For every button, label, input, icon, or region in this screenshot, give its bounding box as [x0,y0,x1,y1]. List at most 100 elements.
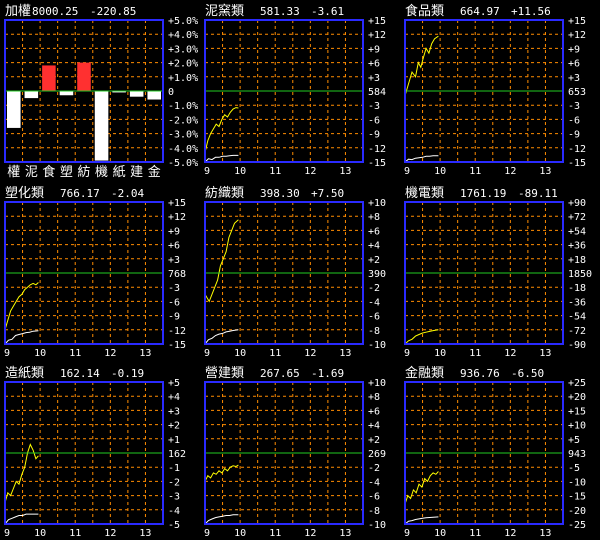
panel-title: 金融類 [405,365,444,381]
y-tick-label: -9 [568,130,580,141]
x-tick-label: 13 [139,528,151,539]
sector-panel: 塑化類 766.17 -2.04 9 10 11 12 13 +15 +12 +9 +6 +3 768 -3… [4,186,186,359]
y-tick-label: +36 [568,241,586,252]
y-tick-label: -4 [168,506,180,517]
y-tick-label: 943 [568,449,586,460]
x-tick-label: 11 [69,348,81,359]
y-tick-label: -90 [568,340,586,351]
y-tick-label: -4.0% [168,144,198,155]
y-tick-label: -10 [568,477,586,488]
panel-change: -220.85 [90,5,136,18]
x-tick-label: 13 [539,348,551,359]
sector-panel: 營建類 267.65 -1.69 9 10 11 12 13 +10 +8 +6 +4 +2 269 -2 -… [204,366,386,539]
category-label: 紙 [113,165,126,180]
volume-line [204,154,239,163]
volume-line [404,155,439,163]
y-tick-label: +25 [568,378,586,389]
y-tick-label: +54 [568,226,586,237]
x-tick-label: 11 [269,348,281,359]
panel-change: -89.11 [518,187,558,200]
y-tick-label: 390 [368,269,386,280]
panel-frame [4,381,164,525]
x-tick-label: 11 [69,528,81,539]
x-tick-label: 11 [469,348,481,359]
x-tick-label: 9 [204,528,210,539]
y-tick-label: +5.0% [168,16,198,27]
y-tick-label: -3 [568,101,580,112]
price-line [404,329,439,345]
category-label: 塑 [60,165,73,180]
y-tick-label: +2.0% [168,59,198,70]
y-tick-label: -8 [368,506,380,517]
panel-frame [4,201,164,345]
panel-change: +11.56 [511,5,551,18]
y-tick-label: -5 [568,463,580,474]
x-tick-label: 12 [504,348,516,359]
x-tick-label: 10 [34,528,46,539]
x-tick-label: 12 [304,528,316,539]
y-tick-label: -15 [368,158,386,169]
price-line [204,107,239,153]
sector-panel: 泥窯類 581.33 -3.61 9 10 11 12 13 +15 +12 +9 +6 +3 584 -3… [204,4,386,177]
y-tick-label: +6 [368,406,380,417]
x-tick-label: 9 [204,166,210,177]
y-tick-label: -9 [368,130,380,141]
volume-line [4,513,39,525]
y-tick-label: -10 [368,520,386,531]
y-tick-label: +2 [368,435,380,446]
x-tick-label: 12 [504,166,516,177]
category-label: 泥 [25,165,38,180]
y-tick-label: 768 [168,269,186,280]
category-label: 食 [42,164,55,180]
y-tick-label: +5 [168,378,180,389]
bar-食 [42,65,56,91]
panel-value: 162.14 [60,367,100,380]
panel-title: 塑化類 [5,186,44,201]
y-tick-label: +12 [168,212,186,223]
category-label: 機 [95,165,108,180]
x-tick-label: 13 [539,166,551,177]
y-tick-label: +3 [168,406,180,417]
y-tick-label: -3 [368,101,380,112]
panel-title: 紡織類 [205,186,244,201]
y-tick-label: +10 [368,198,386,209]
y-tick-label: -1.0% [168,101,198,112]
y-tick-label: +12 [568,30,586,41]
panel-title: 營建類 [205,366,244,381]
y-tick-label: -15 [568,158,586,169]
bar-紙 [112,91,126,93]
x-tick-label: 13 [539,528,551,539]
y-tick-label: -12 [568,144,586,155]
y-tick-label: +6 [368,226,380,237]
y-tick-label: +15 [368,16,386,27]
y-tick-label: -6 [368,492,380,503]
y-tick-label: +5 [568,435,580,446]
sector-panel: 紡織類 398.30 +7.50 9 10 11 12 13 +10 +8 +6 +4 +2 390 -2 -… [204,186,386,359]
x-tick-label: 12 [304,166,316,177]
x-tick-label: 10 [434,166,446,177]
x-tick-label: 12 [104,528,116,539]
y-tick-label: -15 [568,492,586,503]
volume-line [204,329,239,345]
panel-frame [204,381,364,525]
index-panel: 加權 8000.25 -220.85 權泥食塑紡機紙建金 +5.0% +4.0% +3.0%… [4,4,198,180]
y-tick-label: -12 [168,326,186,337]
y-tick-label: -36 [568,297,586,308]
y-tick-label: -2 [368,463,380,474]
y-tick-label: -2 [368,283,380,294]
y-tick-label: +10 [368,378,386,389]
y-tick-label: -15 [168,340,186,351]
x-tick-label: 11 [269,528,281,539]
price-line [404,471,439,505]
y-tick-label: -72 [568,326,586,337]
x-tick-label: 11 [269,166,281,177]
y-tick-label: +2 [168,421,180,432]
sector-panel: 機電類 1761.19 -89.11 9 10 11 12 13 +90 +72 +54 +36 +18… [404,186,592,359]
bar-紡 [77,62,91,91]
bar-機 [94,91,109,161]
y-tick-label: +9 [568,44,580,55]
sector-panel: 食品類 664.97 +11.56 9 10 11 12 13 +15 +12 +9 +6 +3 653 -… [404,3,586,177]
y-tick-label: 269 [368,449,386,460]
panel-value: 936.76 [460,367,500,380]
panel-change: -1.69 [311,367,344,380]
